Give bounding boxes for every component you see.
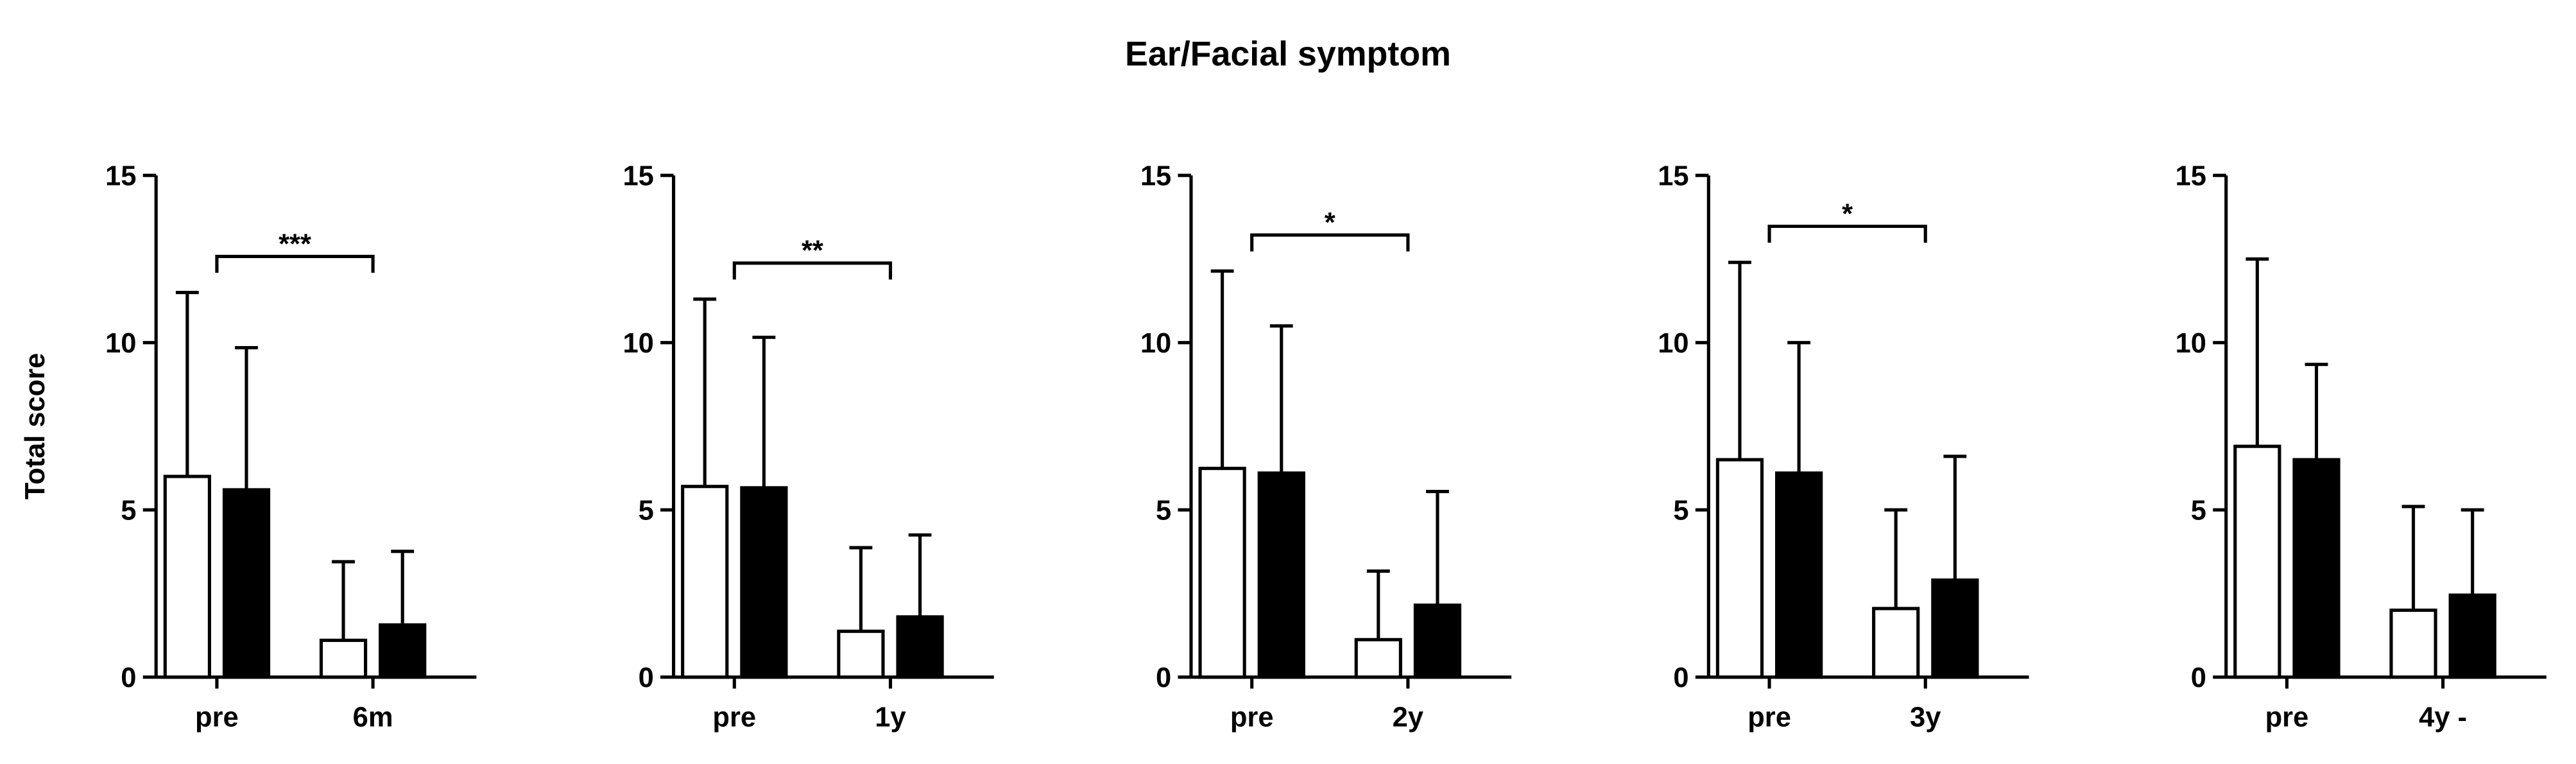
x-tick-label: 2y <box>1393 702 1423 733</box>
bar <box>681 485 729 679</box>
y-tick-label: 0 <box>121 663 136 693</box>
bar <box>2389 608 2437 679</box>
bar <box>1775 471 1823 679</box>
panel: 0 5 10 15 pre 3y * <box>1658 161 2029 733</box>
x-tick-label: pre <box>712 702 756 733</box>
significance-label: * <box>1842 198 1853 229</box>
x-tick-label: 4y - <box>2419 702 2467 733</box>
y-tick-label: 10 <box>105 328 136 359</box>
y-tick-label: 0 <box>1156 663 1171 693</box>
y-tick-label: 5 <box>121 496 136 526</box>
significance-label: *** <box>279 229 311 259</box>
significance-bracket <box>1767 224 1927 243</box>
y-tick-label: 5 <box>1673 496 1688 526</box>
bar <box>740 486 788 679</box>
bar <box>1931 578 1979 679</box>
significance-bracket <box>215 254 375 273</box>
panel: 0 5 10 15 pre 1y ** <box>623 161 994 733</box>
bar <box>1413 603 1462 679</box>
bar <box>1872 607 1920 679</box>
y-axis-label: Total score <box>20 353 51 499</box>
x-tick-label: 6m <box>353 702 393 733</box>
bar <box>1198 467 1246 679</box>
bar <box>1257 471 1305 679</box>
bar <box>379 623 427 679</box>
x-tick-label: pre <box>2265 702 2309 733</box>
y-tick-label: 5 <box>1156 496 1171 526</box>
x-tick-label: 1y <box>875 702 906 733</box>
y-tick-label: 10 <box>623 328 653 359</box>
bar <box>319 638 368 679</box>
y-tick-label: 15 <box>1658 161 1688 192</box>
y-tick-label: 10 <box>1658 328 1688 359</box>
x-tick-label: 3y <box>1910 702 1941 733</box>
bar <box>896 615 944 679</box>
bar <box>2448 593 2496 679</box>
panel: 0 5 10 15 Total score pre 6m *** <box>20 161 477 733</box>
panel: 0 5 10 15 pre 2y * <box>1140 161 1512 733</box>
y-tick-label: 0 <box>639 663 654 693</box>
y-tick-label: 15 <box>2176 161 2206 192</box>
significance-bracket <box>732 261 893 280</box>
y-tick-label: 15 <box>623 161 653 192</box>
y-tick-label: 15 <box>1140 161 1171 192</box>
bar <box>1715 458 1764 679</box>
x-tick-label: pre <box>1747 702 1791 733</box>
x-tick-label: pre <box>195 702 239 733</box>
bar <box>837 629 885 679</box>
y-tick-label: 15 <box>105 161 136 192</box>
bar <box>2292 458 2340 679</box>
y-tick-label: 10 <box>2176 328 2206 359</box>
significance-label: ** <box>802 236 823 266</box>
y-tick-label: 5 <box>639 496 654 526</box>
y-tick-label: 10 <box>1140 328 1171 359</box>
bar <box>222 488 271 679</box>
bar <box>163 474 211 679</box>
y-tick-label: 5 <box>2191 496 2206 526</box>
x-tick-label: pre <box>1230 702 1274 733</box>
y-tick-label: 0 <box>1673 663 1688 693</box>
bar <box>1354 638 1402 679</box>
panel: 0 5 10 15 pre 4y - <box>2176 161 2546 733</box>
y-tick-label: 0 <box>2191 663 2206 693</box>
significance-bracket <box>1250 233 1410 252</box>
figure-title: Ear/Facial symptom <box>1125 35 1451 73</box>
bar <box>2233 444 2281 679</box>
significance-label: * <box>1325 207 1335 238</box>
